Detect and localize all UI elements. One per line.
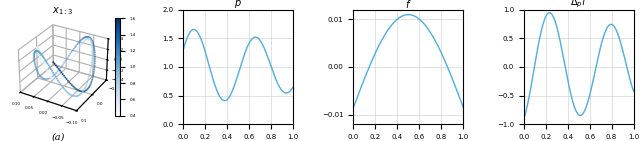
Title: $x_{1:3}$: $x_{1:3}$ bbox=[52, 5, 74, 17]
Title: $f$: $f$ bbox=[405, 0, 412, 10]
Text: (a): (a) bbox=[51, 133, 65, 141]
X-axis label: $t$: $t$ bbox=[406, 140, 411, 141]
Title: $p$: $p$ bbox=[234, 0, 242, 10]
Title: $\Delta_p f$: $\Delta_p f$ bbox=[570, 0, 588, 10]
X-axis label: $t$: $t$ bbox=[236, 140, 241, 141]
X-axis label: $t$: $t$ bbox=[576, 140, 581, 141]
